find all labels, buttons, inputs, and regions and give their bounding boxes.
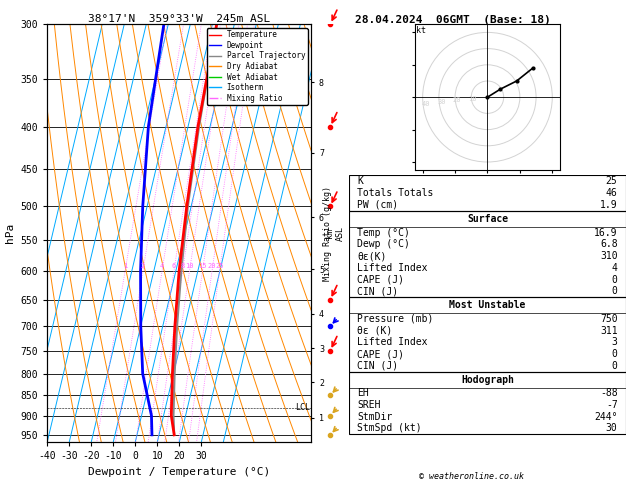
Bar [349, 175, 626, 210]
Text: 25: 25 [215, 263, 224, 269]
Text: K: K [357, 176, 364, 186]
Text: θε (K): θε (K) [357, 326, 392, 336]
Text: θε(K): θε(K) [357, 251, 387, 261]
Text: 244°: 244° [594, 412, 618, 422]
Text: 0: 0 [611, 286, 618, 296]
Bar [349, 372, 626, 434]
Text: 1: 1 [123, 263, 127, 269]
Text: Lifted Index: Lifted Index [357, 263, 428, 273]
Text: 4: 4 [160, 263, 164, 269]
Text: 15: 15 [198, 263, 207, 269]
Text: 30: 30 [606, 423, 618, 434]
Text: Most Unstable: Most Unstable [449, 300, 526, 310]
Text: 6: 6 [172, 263, 176, 269]
Text: 0: 0 [611, 349, 618, 359]
Text: 28.04.2024  06GMT  (Base: 18): 28.04.2024 06GMT (Base: 18) [355, 15, 551, 25]
Text: 4: 4 [611, 263, 618, 273]
Title: 38°17'N  359°33'W  245m ASL: 38°17'N 359°33'W 245m ASL [88, 14, 270, 23]
Bar [349, 210, 626, 297]
Text: 10: 10 [185, 263, 194, 269]
Text: SREH: SREH [357, 400, 381, 410]
Text: CIN (J): CIN (J) [357, 286, 399, 296]
Text: CIN (J): CIN (J) [357, 361, 399, 371]
Text: 750: 750 [600, 314, 618, 324]
Bar [349, 297, 626, 372]
Text: -88: -88 [600, 388, 618, 399]
Text: CAPE (J): CAPE (J) [357, 349, 404, 359]
Text: Surface: Surface [467, 214, 508, 224]
Text: 6.8: 6.8 [600, 239, 618, 249]
Text: 20: 20 [208, 263, 216, 269]
Text: -7: -7 [606, 400, 618, 410]
Text: © weatheronline.co.uk: © weatheronline.co.uk [420, 472, 524, 481]
Text: StmDir: StmDir [357, 412, 392, 422]
Text: 2: 2 [141, 263, 145, 269]
Y-axis label: km
ASL: km ASL [325, 226, 345, 241]
Text: 1.9: 1.9 [600, 200, 618, 210]
Text: 3: 3 [611, 337, 618, 347]
Text: 30: 30 [437, 99, 445, 105]
Legend: Temperature, Dewpoint, Parcel Trajectory, Dry Adiabat, Wet Adiabat, Isotherm, Mi: Temperature, Dewpoint, Parcel Trajectory… [207, 28, 308, 105]
Text: StmSpd (kt): StmSpd (kt) [357, 423, 422, 434]
Text: Hodograph: Hodograph [461, 375, 514, 384]
Text: 20: 20 [452, 97, 461, 104]
Text: kt: kt [416, 26, 426, 35]
Text: 0: 0 [611, 361, 618, 371]
Text: 0: 0 [611, 275, 618, 284]
Text: Mixing Ratio (g/kg): Mixing Ratio (g/kg) [323, 186, 331, 281]
Text: 311: 311 [600, 326, 618, 336]
Text: 25: 25 [606, 176, 618, 186]
Text: PW (cm): PW (cm) [357, 200, 399, 210]
Text: 16.9: 16.9 [594, 227, 618, 238]
Text: LCL: LCL [295, 403, 310, 412]
Y-axis label: hPa: hPa [5, 223, 15, 243]
Text: 40: 40 [421, 101, 430, 107]
X-axis label: Dewpoint / Temperature (°C): Dewpoint / Temperature (°C) [88, 467, 270, 477]
Text: 8: 8 [181, 263, 185, 269]
Text: Pressure (mb): Pressure (mb) [357, 314, 434, 324]
Text: EH: EH [357, 388, 369, 399]
Text: CAPE (J): CAPE (J) [357, 275, 404, 284]
Text: 10: 10 [468, 96, 476, 102]
Text: Temp (°C): Temp (°C) [357, 227, 410, 238]
Text: Lifted Index: Lifted Index [357, 337, 428, 347]
Text: 46: 46 [606, 188, 618, 198]
Text: 310: 310 [600, 251, 618, 261]
Text: Dewp (°C): Dewp (°C) [357, 239, 410, 249]
Text: Totals Totals: Totals Totals [357, 188, 434, 198]
